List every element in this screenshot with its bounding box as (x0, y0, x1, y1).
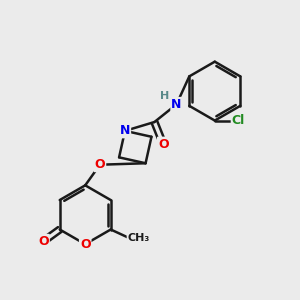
Text: O: O (80, 238, 91, 251)
Text: N: N (171, 98, 182, 111)
Text: O: O (94, 158, 105, 171)
Text: O: O (158, 138, 169, 151)
Text: H: H (160, 91, 169, 101)
Text: Cl: Cl (232, 114, 245, 127)
Text: N: N (120, 124, 130, 137)
Text: O: O (38, 235, 49, 248)
Text: CH₃: CH₃ (128, 233, 150, 243)
